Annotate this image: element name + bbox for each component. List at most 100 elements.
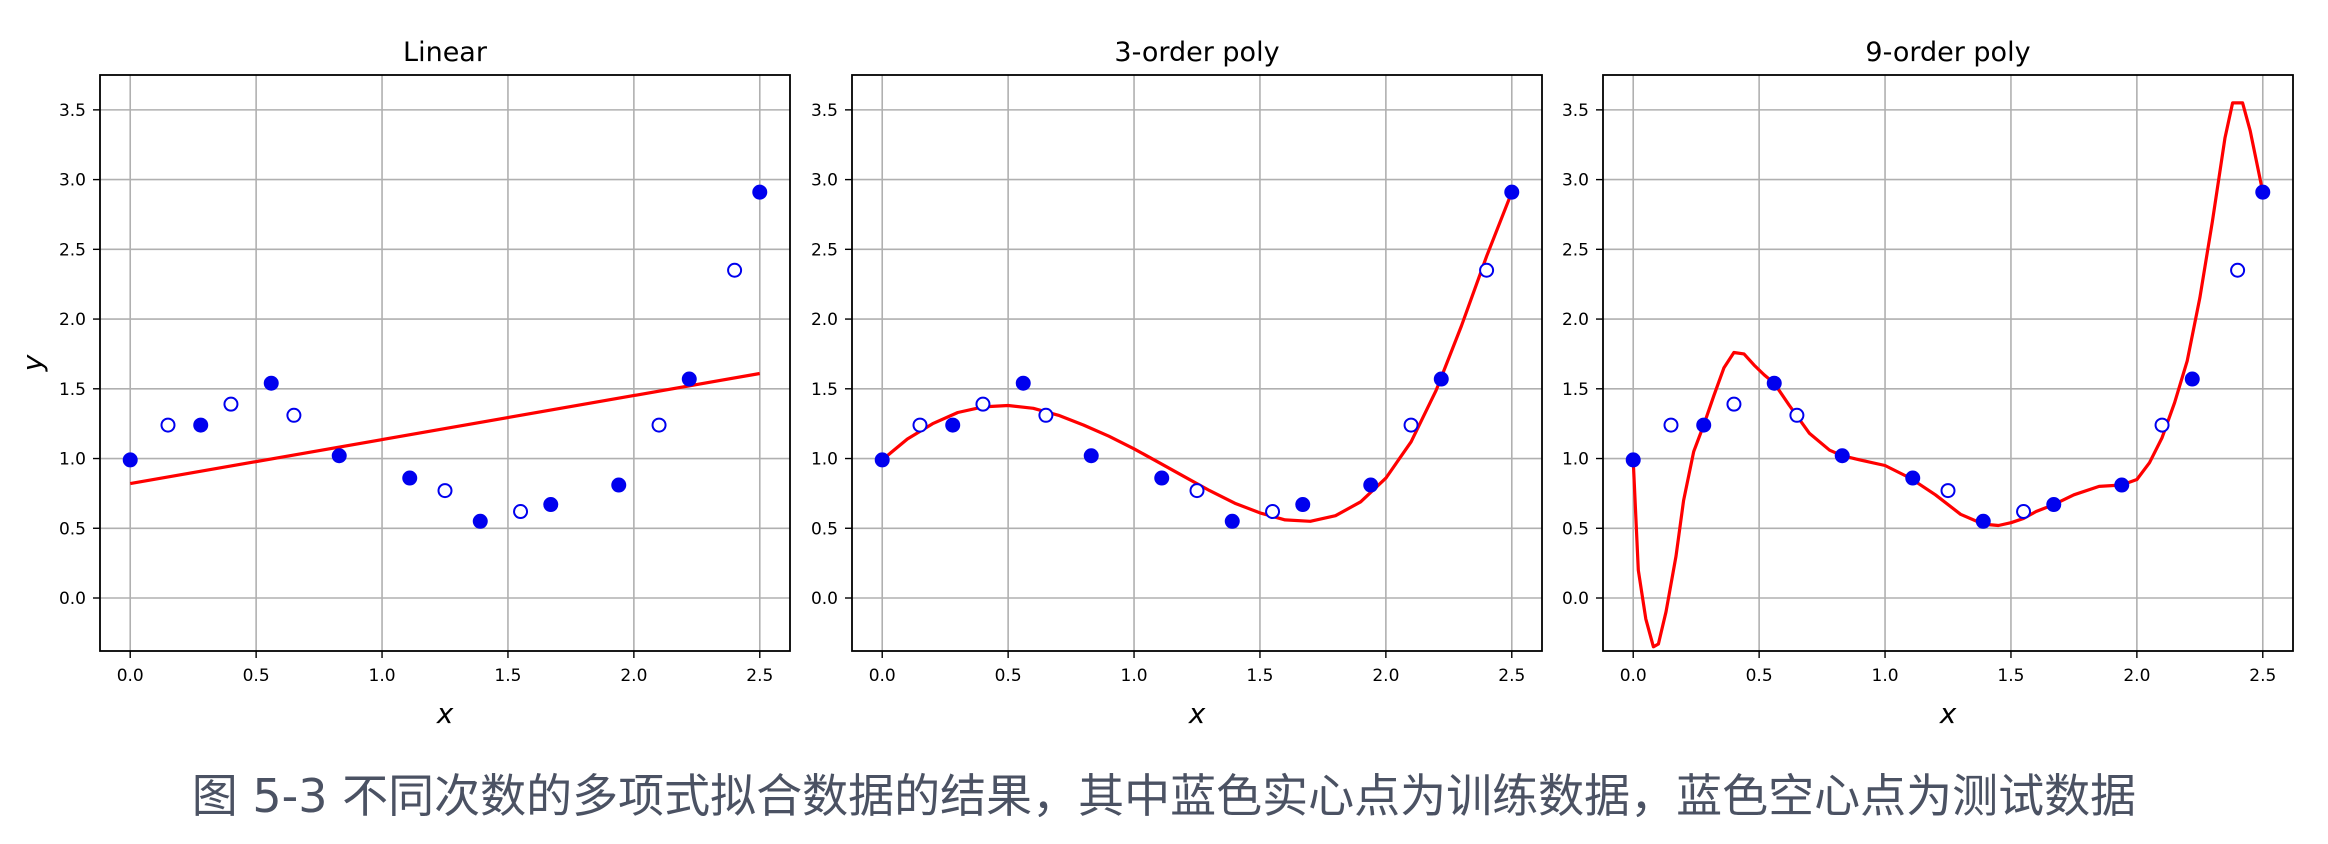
test-point [1038, 407, 1054, 423]
y-tick-label: 1.5 [811, 380, 838, 400]
train-point [331, 448, 347, 464]
y-tick-label: 1.5 [1562, 380, 1589, 400]
x-tick-label: 0.5 [1746, 666, 1773, 686]
train-point [402, 470, 418, 486]
test-point [286, 407, 302, 423]
axes-frame [851, 74, 1543, 652]
y-tick-label: 0.5 [811, 519, 838, 539]
test-point [1663, 417, 1679, 433]
train-point [1834, 448, 1850, 464]
train-point [193, 417, 209, 433]
y-tick-label: 1.0 [811, 450, 838, 470]
y-axis-label: y [16, 354, 49, 372]
y-tick-label: 0.0 [1562, 589, 1589, 609]
test-point [1265, 504, 1281, 520]
test-point [2230, 262, 2246, 278]
y-tick-label: 0.0 [811, 589, 838, 609]
fit-line [129, 371, 761, 486]
train-point [1766, 375, 1782, 391]
chart-title: 3-order poly [1114, 37, 1279, 68]
figure-caption: 图 5-3 不同次数的多项式拟合数据的结果，其中蓝色实心点为训练数据，蓝色空心点… [191, 769, 2137, 823]
x-tick-label: 1.0 [1872, 666, 1899, 686]
x-tick-label: 1.0 [369, 666, 396, 686]
train-point [1015, 375, 1031, 391]
x-tick-label: 0.0 [869, 666, 896, 686]
test-point [1789, 407, 1805, 423]
train-point [1224, 513, 1240, 529]
train-point [945, 417, 961, 433]
x-tick-label: 2.5 [2249, 666, 2276, 686]
y-tick-label: 3.5 [811, 101, 838, 121]
train-point [1625, 452, 1641, 468]
x-tick-label: 2.0 [1372, 666, 1399, 686]
test-point [2154, 417, 2170, 433]
x-tick-label: 2.0 [620, 666, 647, 686]
y-tick-label: 3.0 [811, 171, 838, 191]
y-tick-label: 2.5 [1562, 240, 1589, 260]
test-point [651, 417, 667, 433]
train-point [681, 371, 697, 387]
y-tick-label: 2.0 [1562, 310, 1589, 330]
x-tick-label: 0.5 [243, 666, 270, 686]
train-point [472, 513, 488, 529]
train-point [1696, 417, 1712, 433]
y-tick-label: 0.5 [1562, 519, 1589, 539]
train-point [122, 452, 138, 468]
x-axis-label: x [1939, 697, 1957, 730]
y-tick-label: 0.5 [59, 519, 86, 539]
y-tick-label: 3.5 [1562, 101, 1589, 121]
x-tick-label: 0.0 [1620, 666, 1647, 686]
y-tick-label: 3.0 [59, 171, 86, 191]
train-point [2255, 184, 2271, 200]
x-tick-label: 0.0 [117, 666, 144, 686]
chart-panel-1: 0.0 0.5 1.0 1.5 2.0 2.5 0.0 0.5 1.0 1.5 2.0 2.5 3.0 3… [16, 37, 791, 730]
x-tick-label: 0.5 [995, 666, 1022, 686]
y-tick-label: 3.0 [1562, 171, 1589, 191]
y-tick-label: 1.5 [59, 380, 86, 400]
chart-panel-2: 0.0 0.5 1.0 1.5 2.0 2.5 0.0 0.5 1.0 1.5 2.0 2.5 3.0 3… [811, 37, 1543, 730]
x-tick-label: 1.5 [1997, 666, 2024, 686]
axes-frame [99, 74, 791, 652]
y-tick-label: 2.5 [811, 240, 838, 260]
train-point [543, 497, 559, 513]
x-tick-label: 1.0 [1121, 666, 1148, 686]
figure-charts: 0.0 0.5 1.0 1.5 2.0 2.5 0.0 0.5 1.0 1.5 2.0 2.5 3.0 3… [16, 37, 2294, 730]
test-point [160, 417, 176, 433]
fit-line [881, 191, 1514, 523]
chart-title: 9-order poly [1865, 37, 2030, 68]
train-point [1363, 477, 1379, 493]
train-point [2184, 371, 2200, 387]
train-point [263, 375, 279, 391]
x-tick-label: 2.0 [2123, 666, 2150, 686]
x-tick-label: 2.5 [746, 666, 773, 686]
train-point [1433, 371, 1449, 387]
y-tick-label: 2.5 [59, 240, 86, 260]
test-point [1189, 483, 1205, 499]
axes-frame [1602, 74, 2294, 652]
chart-title: Linear [403, 37, 488, 68]
x-tick-label: 2.5 [1498, 666, 1525, 686]
train-point [752, 184, 768, 200]
test-point [223, 396, 239, 412]
train-point [1905, 470, 1921, 486]
train-point [1295, 497, 1311, 513]
y-tick-label: 1.0 [59, 450, 86, 470]
train-point [874, 452, 890, 468]
test-point [1403, 417, 1419, 433]
y-tick-label: 2.0 [811, 310, 838, 330]
train-point [1083, 448, 1099, 464]
y-tick-label: 3.5 [59, 101, 86, 121]
test-point [912, 417, 928, 433]
x-tick-label: 1.5 [1246, 666, 1273, 686]
test-point [437, 483, 453, 499]
y-tick-label: 1.0 [1562, 450, 1589, 470]
train-point [1154, 470, 1170, 486]
x-tick-label: 1.5 [494, 666, 521, 686]
test-point [2016, 504, 2032, 520]
chart-panel-3: 0.0 0.5 1.0 1.5 2.0 2.5 0.0 0.5 1.0 1.5 2.0 2.5 3.0 3… [1562, 37, 2294, 730]
test-point [513, 504, 529, 520]
test-point [1726, 396, 1742, 412]
train-point [611, 477, 627, 493]
x-axis-label: x [436, 697, 454, 730]
x-axis-label: x [1188, 697, 1206, 730]
